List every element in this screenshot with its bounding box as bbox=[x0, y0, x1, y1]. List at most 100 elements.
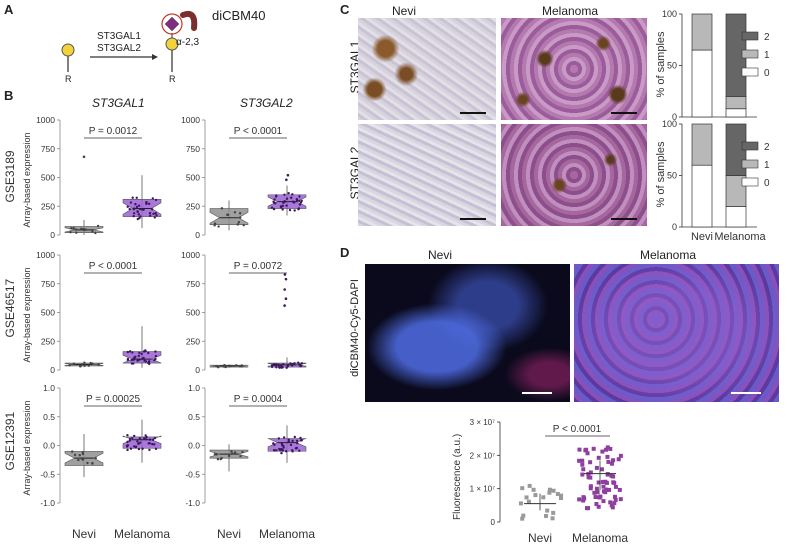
data-point bbox=[227, 454, 231, 458]
data-point bbox=[75, 231, 78, 234]
data-point bbox=[287, 191, 290, 195]
data-point bbox=[134, 355, 137, 358]
y-tick-label: 0 bbox=[50, 230, 55, 240]
data-point bbox=[295, 199, 299, 203]
y-tick-label: 1000 bbox=[36, 115, 55, 125]
melanoma-point bbox=[595, 490, 600, 495]
if-image-melanoma bbox=[574, 264, 779, 402]
data-point bbox=[151, 197, 155, 200]
d-col-header-melanoma: Melanoma bbox=[640, 248, 697, 262]
p-value-label: P = 0.0004 bbox=[234, 394, 283, 405]
data-point bbox=[138, 358, 141, 361]
y-tick-label: -1.0 bbox=[185, 498, 200, 508]
ihc-melanoma-st3gal1 bbox=[501, 18, 647, 120]
data-point bbox=[298, 203, 302, 206]
data-point bbox=[81, 363, 84, 366]
y-tick-label: 1000 bbox=[36, 250, 55, 260]
y-tick-label: -0.5 bbox=[40, 469, 55, 479]
data-point bbox=[135, 196, 138, 199]
y-axis-label: % of samples bbox=[655, 31, 667, 98]
dicbm40-lectin-shape bbox=[180, 10, 198, 31]
melanoma-point bbox=[605, 454, 610, 459]
melanoma-point bbox=[581, 498, 586, 503]
sialic-acid-diamond bbox=[164, 16, 180, 32]
melanoma-point bbox=[586, 506, 591, 511]
data-point bbox=[291, 200, 295, 203]
data-point bbox=[278, 366, 281, 369]
y-tick-label: -1.0 bbox=[40, 498, 55, 508]
data-point bbox=[77, 458, 80, 462]
nevi-point bbox=[551, 510, 556, 515]
data-point bbox=[136, 359, 139, 362]
melanoma-point bbox=[613, 484, 618, 489]
nevi-point bbox=[521, 513, 526, 518]
data-point bbox=[132, 362, 135, 365]
data-point bbox=[285, 197, 289, 200]
data-point bbox=[282, 436, 286, 439]
data-point bbox=[236, 223, 239, 226]
data-point bbox=[273, 198, 276, 201]
data-point bbox=[91, 230, 94, 233]
outlier-point bbox=[283, 288, 286, 291]
data-point bbox=[150, 208, 154, 211]
nevi-point bbox=[527, 483, 532, 488]
data-point bbox=[242, 223, 245, 227]
melanoma-point bbox=[606, 487, 611, 492]
melanoma-point bbox=[588, 484, 593, 489]
data-point bbox=[82, 227, 85, 231]
data-point bbox=[129, 201, 133, 204]
data-point bbox=[87, 364, 90, 367]
y-tick-label: 750 bbox=[186, 144, 200, 154]
data-point bbox=[142, 437, 146, 440]
data-point bbox=[94, 456, 97, 460]
y-tick-label: 0.5 bbox=[188, 412, 200, 422]
melanoma-point bbox=[585, 451, 590, 456]
data-point bbox=[287, 438, 291, 441]
data-point bbox=[295, 198, 299, 201]
data-point bbox=[235, 364, 238, 367]
melanoma-point bbox=[608, 500, 613, 505]
lectin-label: diCBM40 bbox=[212, 8, 266, 23]
melanoma-point bbox=[577, 458, 582, 463]
nevi-point bbox=[533, 493, 538, 498]
data-point bbox=[89, 361, 92, 365]
nevi-point bbox=[520, 516, 525, 521]
data-point bbox=[238, 212, 242, 215]
melanoma-point bbox=[603, 479, 608, 484]
data-point bbox=[228, 364, 232, 368]
y-tick-label: 0.0 bbox=[188, 441, 200, 451]
legend-label: 2 bbox=[764, 32, 770, 43]
data-point bbox=[131, 351, 134, 354]
data-point bbox=[148, 214, 152, 217]
data-point bbox=[297, 199, 301, 203]
data-point bbox=[215, 365, 218, 368]
melanoma-point bbox=[616, 457, 621, 462]
data-point bbox=[291, 193, 294, 196]
data-point bbox=[144, 438, 148, 441]
melanoma-point bbox=[604, 487, 609, 492]
data-point bbox=[299, 363, 302, 367]
data-point bbox=[297, 207, 301, 210]
legend-label: 0 bbox=[764, 178, 770, 189]
melanoma-point bbox=[597, 495, 602, 500]
melanoma-point bbox=[594, 486, 599, 491]
data-point bbox=[223, 363, 226, 367]
enzyme-label-2: ST3GAL2 bbox=[97, 43, 141, 54]
y-tick-label: 1000 bbox=[181, 250, 200, 260]
data-point bbox=[288, 208, 292, 212]
x-category-label: Melanoma bbox=[572, 531, 628, 545]
melanoma-point bbox=[593, 495, 598, 500]
data-point bbox=[130, 358, 133, 362]
data-point bbox=[126, 440, 129, 444]
x-category-label: Melanoma bbox=[714, 231, 766, 243]
data-point bbox=[125, 445, 129, 448]
data-point bbox=[277, 363, 280, 366]
scale-bar bbox=[731, 392, 761, 394]
melanoma-point bbox=[596, 504, 601, 509]
nevi-point bbox=[547, 490, 552, 495]
data-point bbox=[135, 205, 139, 209]
gene-header-st3gal1: ST3GAL1 bbox=[92, 96, 145, 110]
panel-label-a: A bbox=[4, 2, 14, 17]
data-point bbox=[154, 357, 157, 361]
outlier-point bbox=[283, 304, 286, 307]
